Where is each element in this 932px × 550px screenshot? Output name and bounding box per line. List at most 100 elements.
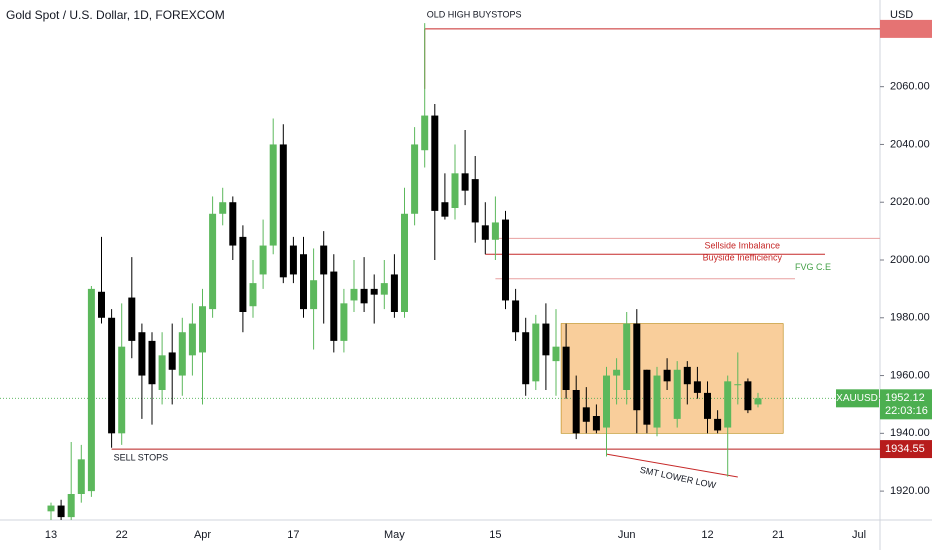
candle-body <box>592 416 600 431</box>
sellstops-text: SELL STOPS <box>114 452 169 462</box>
sellside-text: Sellside Imbalance <box>704 241 780 251</box>
x-tick-label: Apr <box>194 529 211 541</box>
candle-body <box>118 346 126 434</box>
candle-body <box>572 390 580 434</box>
x-tick-label: 17 <box>287 529 299 541</box>
candle-body <box>603 375 610 428</box>
symbol-tag <box>836 389 879 408</box>
candle-body <box>663 369 671 382</box>
y-tick-label: 2000.00 <box>890 254 930 266</box>
candle-body <box>421 115 429 151</box>
candle-body <box>320 245 328 275</box>
candle-body <box>98 291 105 318</box>
annotation-layer: OLD HIGH BUYSTOPS SELL STOPS Sellside Imba… <box>0 9 880 491</box>
candle-body <box>633 323 641 411</box>
countdown: 22:03:16 <box>885 405 928 417</box>
x-tick-label: May <box>384 529 405 541</box>
candle-body <box>643 369 651 425</box>
candle-body <box>148 340 156 385</box>
fvg-text: FVG C.E <box>795 262 831 272</box>
x-tick-label: Jul <box>852 529 866 541</box>
symbol-label: XAUUSD <box>836 393 878 404</box>
x-tick-label: 21 <box>772 529 784 541</box>
candle-body <box>108 317 116 434</box>
candle-body <box>734 384 742 386</box>
candle-body <box>168 352 176 370</box>
candle-body <box>390 274 398 312</box>
candle-body <box>209 213 217 310</box>
candle-body <box>310 280 318 310</box>
candle-body <box>522 332 530 385</box>
candle-body <box>239 236 247 312</box>
sellstops-price: 1934.55 <box>885 443 925 455</box>
candle-body <box>532 323 540 382</box>
x-tick-label: 12 <box>701 529 713 541</box>
candle-body <box>229 202 237 246</box>
candle-body <box>138 332 146 376</box>
chart-title: Gold Spot / U.S. Dollar, 1D, FOREXCOM <box>6 8 225 22</box>
x-tick-label: 22 <box>116 529 128 541</box>
smt-line <box>606 453 738 478</box>
y-tick-label: 2040.00 <box>890 138 930 150</box>
candle-body <box>683 366 691 385</box>
candle-body <box>491 222 499 240</box>
x-tick-label: Jun <box>618 529 636 541</box>
candle-body <box>259 245 267 275</box>
y-tick-label: 2060.00 <box>890 81 930 93</box>
candle-body <box>300 254 307 310</box>
candle-body <box>401 213 408 312</box>
candle-body <box>744 381 752 411</box>
candle-body <box>188 323 196 356</box>
candle-body <box>289 245 297 275</box>
candle-body <box>512 300 520 333</box>
candle-body <box>673 369 681 419</box>
candle-body <box>380 283 388 295</box>
candle-body <box>178 332 186 376</box>
candle-body <box>461 173 469 191</box>
currency-label: USD <box>890 9 913 21</box>
candle-body <box>199 306 206 353</box>
x-tick-label: 13 <box>45 529 57 541</box>
candle-body <box>360 288 368 304</box>
candle-layer <box>47 23 762 520</box>
candle-body <box>350 288 358 301</box>
range-box <box>560 323 784 434</box>
candle-body <box>502 219 509 301</box>
buystops-text: OLD HIGH BUYSTOPS <box>427 9 522 19</box>
candle-body <box>57 505 65 518</box>
candle-body <box>653 375 661 428</box>
candle-body <box>411 144 419 214</box>
y-tick-label: 1980.00 <box>890 312 930 324</box>
candle-body <box>128 297 136 341</box>
last-price-tag <box>880 389 932 420</box>
candle-body <box>613 369 621 376</box>
candle-body <box>330 271 338 341</box>
candle-body <box>158 355 166 390</box>
candle-body <box>481 225 489 240</box>
candle-body <box>704 392 711 419</box>
sellstops-price-tag <box>880 440 932 459</box>
y-tick-label: 1960.00 <box>890 369 930 381</box>
candle-body <box>552 346 560 362</box>
candle-body <box>623 323 631 390</box>
candle-body <box>87 288 95 492</box>
candle-body <box>269 144 277 246</box>
candle-body <box>693 381 701 393</box>
y-tick-label: 2020.00 <box>890 196 930 208</box>
candle-body <box>441 202 449 217</box>
candle-body <box>471 179 479 223</box>
candle-body <box>370 288 378 295</box>
candle-body <box>714 418 722 431</box>
y-tick-label: 1940.00 <box>890 427 930 439</box>
buyside-text: Buyside Inefficiency <box>703 253 783 263</box>
axis-layer: 1920.00 1940.00 1960.00 1980.00 2000.00 2020.… <box>45 19 932 541</box>
last-price: 1952.12 <box>885 392 925 404</box>
x-tick-label: 15 <box>489 529 501 541</box>
candle-body <box>542 323 550 356</box>
candle-body <box>562 346 570 390</box>
candle-body <box>77 459 85 494</box>
buystops-price-tag <box>880 19 932 38</box>
candle-body <box>67 494 75 518</box>
